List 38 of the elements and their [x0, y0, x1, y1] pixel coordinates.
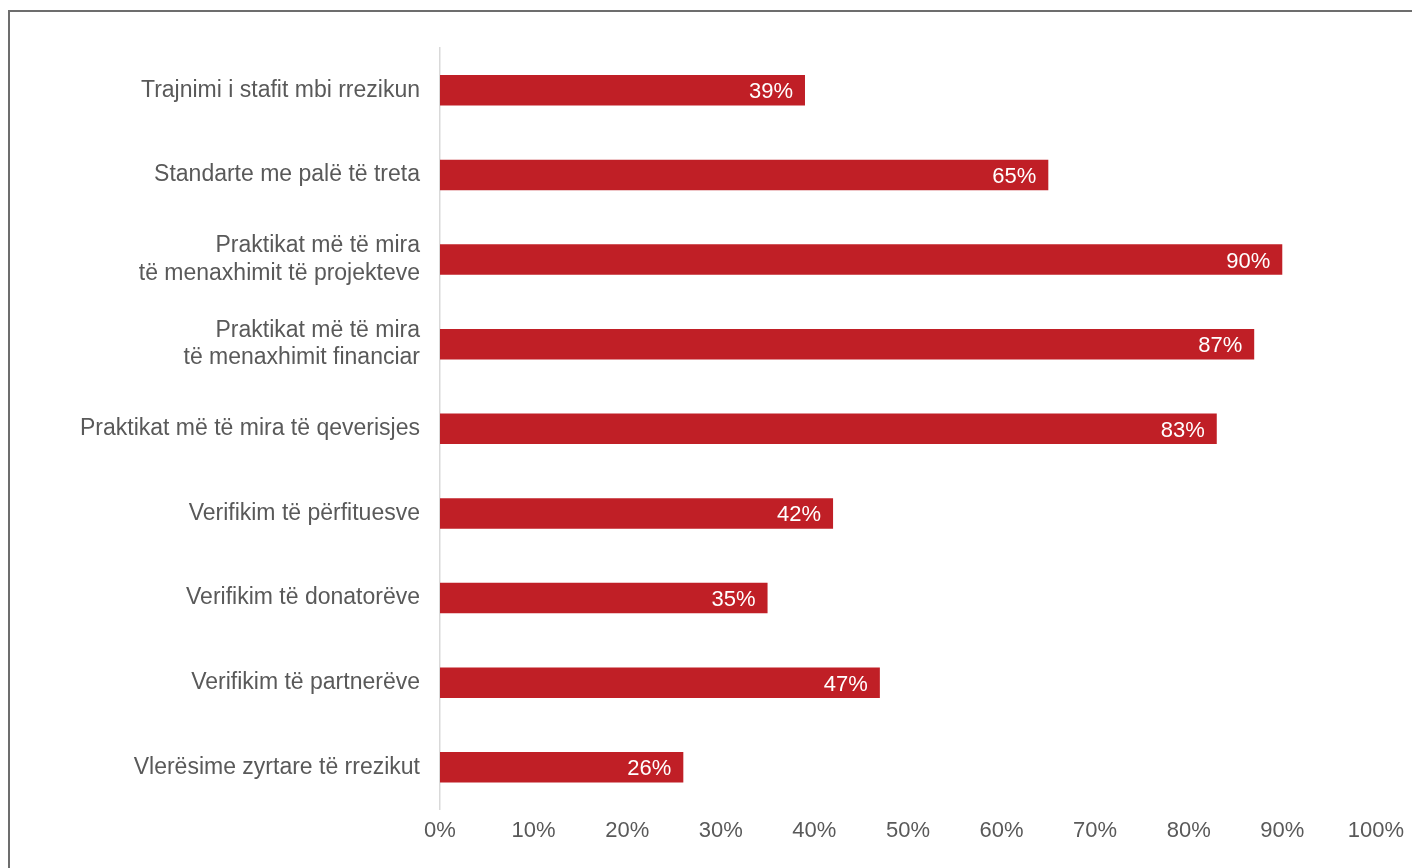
x-tick-label: 10%	[511, 816, 556, 842]
x-tick-label: 50%	[885, 816, 930, 842]
x-tick-label: 60%	[979, 816, 1024, 842]
bar	[440, 667, 880, 698]
data-label: 39%	[748, 78, 793, 104]
x-tick-label: 100%	[1347, 816, 1405, 842]
bar	[440, 413, 1217, 445]
data-label: 65%	[992, 163, 1037, 188]
bar	[440, 159, 1049, 191]
y-tick-label: Praktikat më të mira të menaxhimit të projekteve	[138, 231, 421, 285]
data-label: 83%	[1160, 416, 1205, 442]
y-tick-label: Vlerësime zyrtare të rrezikut	[133, 752, 421, 779]
x-tick-label: 80%	[1166, 816, 1211, 842]
data-label: 90%	[1226, 247, 1271, 273]
bar	[440, 244, 1283, 275]
data-label: 47%	[823, 670, 868, 696]
y-tick-label: Verifikim të partnerëve	[191, 668, 420, 695]
data-label: 26%	[627, 755, 672, 781]
data-label: 35%	[711, 586, 756, 612]
data-label: 42%	[777, 501, 822, 527]
y-tick-label: Verifikim të donatorëve	[186, 583, 420, 610]
bar	[440, 752, 684, 783]
x-tick-label: 90%	[1260, 816, 1305, 842]
x-tick-label: 30%	[698, 816, 743, 842]
x-tick-label: 40%	[792, 816, 837, 842]
bar	[440, 582, 768, 614]
y-tick-label: Praktikat më të mira të qeverisjes	[79, 414, 420, 441]
y-tick-label: Praktikat më të mira të menaxhimit financiar	[183, 315, 421, 370]
y-tick-label: Standarte me palë të treta	[154, 160, 421, 187]
y-tick-label: Trajnimi i stafit mbi rrezikun	[140, 75, 420, 102]
x-tick-label: 70%	[1073, 816, 1118, 842]
bar	[440, 498, 834, 529]
data-label: 87%	[1198, 332, 1243, 358]
y-tick-label: Verifikim të përfituesve	[188, 498, 420, 525]
x-tick-label: 20%	[605, 816, 650, 842]
bar	[440, 75, 805, 106]
x-tick-label: 0%	[424, 816, 456, 842]
bar	[440, 328, 1255, 360]
